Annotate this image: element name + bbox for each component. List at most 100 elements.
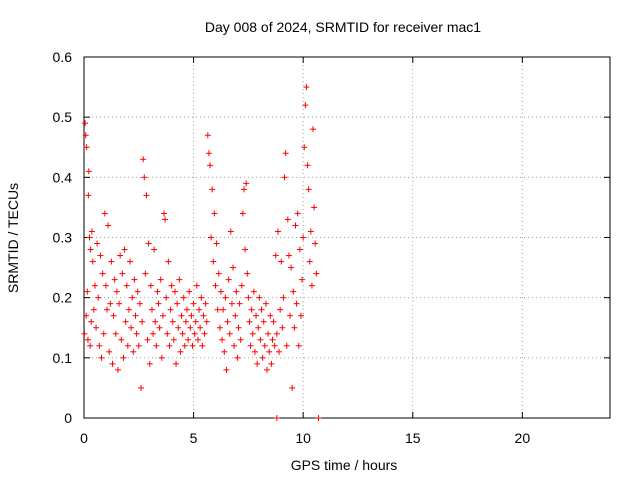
data-point [175, 324, 182, 331]
data-point [240, 186, 247, 193]
data-point [87, 246, 94, 253]
data-point [290, 288, 297, 295]
data-point [114, 366, 121, 373]
data-point [234, 354, 241, 361]
data-point [214, 306, 221, 313]
data-point [284, 216, 291, 223]
data-point [209, 186, 216, 193]
x-tick-label: 10 [295, 430, 311, 446]
data-point [94, 240, 101, 247]
data-point [273, 415, 280, 421]
data-point [93, 324, 100, 331]
data-point [213, 240, 220, 247]
data-point [247, 342, 254, 349]
data-point [253, 312, 260, 319]
data-point [89, 258, 96, 265]
y-tick-label: 0.5 [53, 109, 73, 125]
grid [84, 57, 610, 418]
data-point [187, 324, 194, 331]
data-point [143, 192, 150, 199]
data-point [173, 360, 180, 367]
data-point [146, 360, 153, 367]
data-point [251, 348, 258, 355]
data-point [280, 294, 287, 301]
data-point [197, 324, 204, 331]
data-point [162, 216, 169, 223]
data-point [258, 306, 265, 313]
data-point [273, 330, 280, 337]
data-point [203, 318, 210, 325]
data-point [228, 300, 235, 307]
data-point [85, 168, 92, 175]
data-point [208, 234, 215, 241]
data-point [189, 342, 196, 349]
data-point [96, 342, 103, 349]
data-point [305, 186, 312, 193]
data-point [178, 312, 185, 319]
data-point [199, 342, 206, 349]
data-point [293, 300, 300, 307]
data-point [281, 174, 288, 181]
data-point [288, 264, 295, 271]
data-point [176, 276, 183, 283]
data-point [87, 342, 94, 349]
data-point [223, 366, 230, 373]
data-point [205, 150, 212, 157]
data-point [202, 300, 209, 307]
data-point [137, 384, 144, 391]
data-points [81, 84, 322, 421]
data-point [313, 270, 320, 277]
x-axis-label: GPS time / hours [291, 457, 398, 473]
data-point [191, 330, 198, 337]
data-point [210, 258, 217, 265]
data-point [271, 342, 278, 349]
data-point [233, 288, 240, 295]
data-point [99, 270, 106, 277]
data-point [272, 252, 279, 259]
data-point [302, 102, 309, 109]
data-point [265, 330, 272, 337]
data-point [216, 324, 223, 331]
data-point [279, 324, 286, 331]
data-point [84, 288, 91, 295]
data-point [194, 336, 201, 343]
data-point [262, 300, 269, 307]
data-point [255, 324, 262, 331]
data-point [165, 258, 172, 265]
data-point [159, 312, 166, 319]
data-point [300, 234, 307, 241]
data-point [100, 330, 107, 337]
data-point [136, 300, 143, 307]
data-point [97, 252, 104, 259]
data-point [113, 288, 120, 295]
axis-ticks: 0 0.1 0.2 0.3 0.4 0.5 0.6 0 5 10 15 20 [53, 49, 610, 446]
data-point [154, 288, 161, 295]
data-point [123, 282, 130, 289]
data-point [296, 246, 303, 253]
data-point [220, 306, 227, 313]
data-point [204, 132, 211, 139]
data-point [147, 282, 154, 289]
data-point [224, 318, 231, 325]
data-point [91, 282, 98, 289]
plot-frame [83, 56, 611, 419]
data-point [142, 270, 149, 277]
data-point [133, 330, 140, 337]
data-point [264, 366, 271, 373]
data-point [277, 306, 284, 313]
data-point [245, 294, 252, 301]
data-point [230, 264, 237, 271]
data-point [226, 330, 233, 337]
data-point [261, 342, 268, 349]
data-point [270, 318, 277, 325]
data-point [304, 162, 311, 169]
data-point [82, 132, 89, 139]
data-point [121, 246, 128, 253]
data-point [303, 84, 310, 91]
data-point [102, 282, 109, 289]
data-point [139, 318, 146, 325]
data-point [295, 342, 302, 349]
data-point [294, 210, 301, 217]
data-point [222, 294, 229, 301]
x-tick-label: 20 [515, 430, 531, 446]
